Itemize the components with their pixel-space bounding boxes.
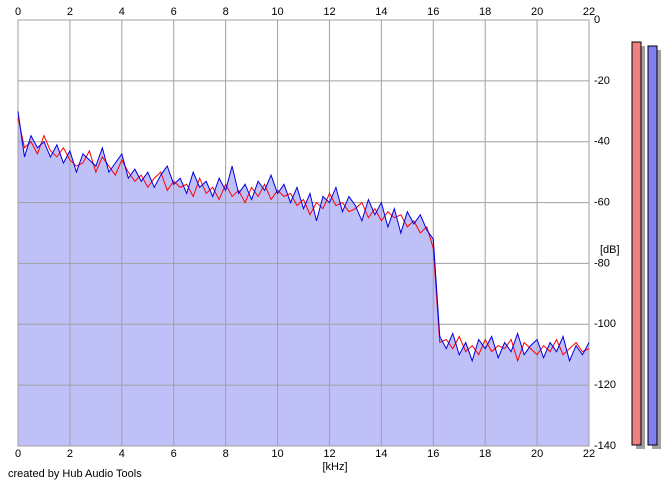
x-tick-label-bottom: 22 bbox=[583, 448, 595, 460]
y-tick-label: -40 bbox=[594, 136, 610, 148]
x-tick-label-bottom: 16 bbox=[427, 448, 439, 460]
y-tick-label: -60 bbox=[594, 196, 610, 208]
x-tick-label-bottom: 8 bbox=[223, 448, 229, 460]
x-tick-label-bottom: 10 bbox=[271, 448, 283, 460]
level-meter-left bbox=[631, 41, 642, 446]
spectrum-line bbox=[17, 111, 590, 363]
x-tick-label-bottom: 14 bbox=[375, 448, 387, 460]
x-tick-label-top: 16 bbox=[427, 6, 439, 18]
y-tick-label: 0 bbox=[594, 14, 600, 26]
y-tick-label: -20 bbox=[594, 75, 610, 87]
x-tick-label-top: 18 bbox=[479, 6, 491, 18]
y-axis-label: [dB] bbox=[600, 244, 620, 256]
x-tick-label-bottom: 12 bbox=[323, 448, 335, 460]
x-tick-label-bottom: 20 bbox=[531, 448, 543, 460]
x-tick-label-bottom: 6 bbox=[171, 448, 177, 460]
spectrum-line bbox=[17, 117, 590, 363]
x-tick-label-bottom: 4 bbox=[119, 448, 125, 460]
x-tick-label-top: 10 bbox=[271, 6, 283, 18]
x-tick-label-top: 14 bbox=[375, 6, 387, 18]
credit: created by Hub Audio Tools bbox=[8, 468, 142, 480]
x-tick-label-bottom: 2 bbox=[67, 448, 73, 460]
x-axis-label: [kHz] bbox=[322, 461, 347, 473]
x-tick-label-top: 0 bbox=[15, 6, 21, 18]
x-tick-label-top: 22 bbox=[583, 6, 595, 18]
x-tick-label-top: 6 bbox=[171, 6, 177, 18]
spectrum-area bbox=[18, 111, 589, 447]
level-meter-right bbox=[647, 45, 658, 446]
x-tick-label-top: 20 bbox=[531, 6, 543, 18]
y-tick-label: -140 bbox=[594, 440, 616, 452]
x-tick-label-top: 12 bbox=[323, 6, 335, 18]
y-tick-label: -100 bbox=[594, 318, 616, 330]
y-tick-label: -80 bbox=[594, 257, 610, 269]
y-tick-label: -120 bbox=[594, 379, 616, 391]
x-tick-label-top: 2 bbox=[67, 6, 73, 18]
x-tick-label-bottom: 0 bbox=[15, 448, 21, 460]
x-tick-label-top: 8 bbox=[223, 6, 229, 18]
x-tick-label-bottom: 18 bbox=[479, 448, 491, 460]
x-tick-label-top: 4 bbox=[119, 6, 125, 18]
